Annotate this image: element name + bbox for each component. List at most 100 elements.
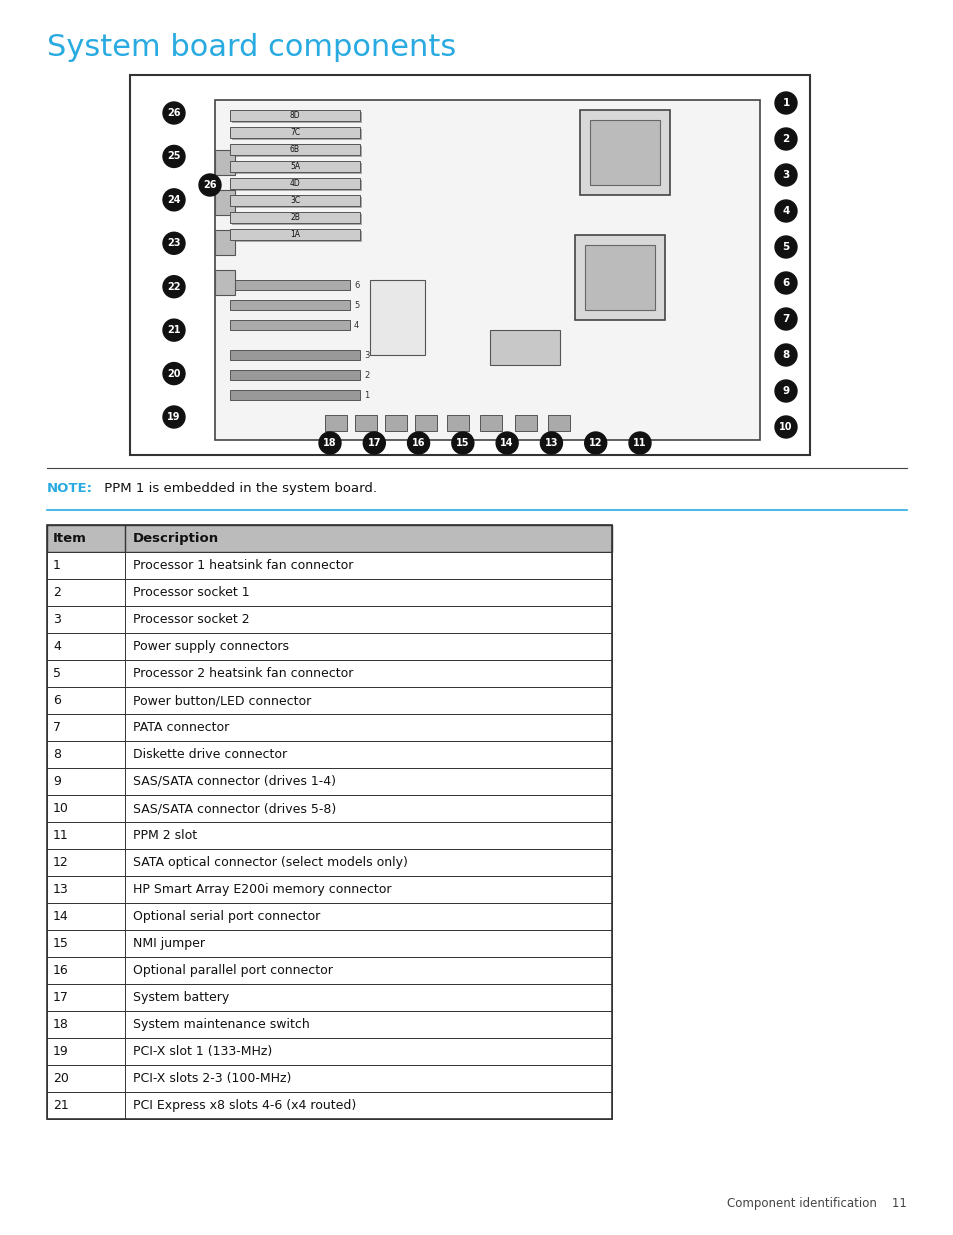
Text: Processor 1 heatsink fan connector: Processor 1 heatsink fan connector xyxy=(132,559,353,572)
Bar xyxy=(230,280,350,290)
Text: PCI Express x8 slots 4-6 (x4 routed): PCI Express x8 slots 4-6 (x4 routed) xyxy=(132,1099,355,1112)
Bar xyxy=(47,1037,612,1065)
Text: 4: 4 xyxy=(53,640,61,653)
Text: System maintenance switch: System maintenance switch xyxy=(132,1018,310,1031)
Text: SAS/SATA connector (drives 1-4): SAS/SATA connector (drives 1-4) xyxy=(132,776,335,788)
Circle shape xyxy=(774,272,796,294)
Bar xyxy=(447,415,469,431)
Text: Diskette drive connector: Diskette drive connector xyxy=(132,748,287,761)
Bar xyxy=(325,415,347,431)
Bar xyxy=(232,180,361,191)
Text: 15: 15 xyxy=(53,937,69,950)
Text: 9: 9 xyxy=(53,776,61,788)
Bar xyxy=(232,214,361,225)
Circle shape xyxy=(539,432,562,454)
Bar xyxy=(355,415,376,431)
Text: 4: 4 xyxy=(354,321,359,330)
Bar xyxy=(230,390,359,400)
Text: 17: 17 xyxy=(53,990,69,1004)
Bar xyxy=(230,350,359,359)
Circle shape xyxy=(774,200,796,222)
Text: 6: 6 xyxy=(354,280,359,289)
Bar xyxy=(47,687,612,714)
Text: 1: 1 xyxy=(53,559,61,572)
Circle shape xyxy=(774,236,796,258)
Circle shape xyxy=(199,174,221,196)
Bar xyxy=(370,280,424,354)
Bar xyxy=(47,659,612,687)
Text: 7C: 7C xyxy=(290,128,300,137)
Circle shape xyxy=(163,189,185,211)
Circle shape xyxy=(496,432,517,454)
Circle shape xyxy=(363,432,385,454)
Text: 8: 8 xyxy=(781,350,789,359)
Text: NMI jumper: NMI jumper xyxy=(132,937,205,950)
Circle shape xyxy=(318,432,340,454)
Text: 14: 14 xyxy=(53,910,69,923)
Text: Processor 2 heatsink fan connector: Processor 2 heatsink fan connector xyxy=(132,667,353,680)
Text: Description: Description xyxy=(132,532,219,545)
Text: 6: 6 xyxy=(53,694,61,706)
Text: 3: 3 xyxy=(364,351,369,359)
Text: 18: 18 xyxy=(53,1018,69,1031)
Bar xyxy=(47,930,612,957)
Bar xyxy=(47,525,612,1119)
Text: PCI-X slot 1 (133-MHz): PCI-X slot 1 (133-MHz) xyxy=(132,1045,272,1058)
Bar xyxy=(47,1065,612,1092)
Text: 12: 12 xyxy=(588,438,602,448)
Text: 15: 15 xyxy=(456,438,469,448)
Text: Optional parallel port connector: Optional parallel port connector xyxy=(132,965,333,977)
Circle shape xyxy=(628,432,650,454)
Text: 2: 2 xyxy=(53,585,61,599)
Bar xyxy=(547,415,569,431)
Text: 5: 5 xyxy=(53,667,61,680)
Bar xyxy=(214,230,234,254)
Circle shape xyxy=(774,380,796,403)
Text: 17: 17 xyxy=(367,438,380,448)
Text: 21: 21 xyxy=(53,1099,69,1112)
Bar xyxy=(47,903,612,930)
Text: 11: 11 xyxy=(633,438,646,448)
Text: 13: 13 xyxy=(53,883,69,897)
Bar xyxy=(214,149,234,175)
Text: 10: 10 xyxy=(779,422,792,432)
Bar xyxy=(47,525,612,552)
Text: Power supply connectors: Power supply connectors xyxy=(132,640,289,653)
Text: 19: 19 xyxy=(53,1045,69,1058)
Text: PATA connector: PATA connector xyxy=(132,721,229,734)
Circle shape xyxy=(584,432,606,454)
Bar xyxy=(230,320,350,330)
Text: 10: 10 xyxy=(53,802,69,815)
Circle shape xyxy=(163,146,185,168)
Circle shape xyxy=(774,416,796,438)
Text: PPM 2 slot: PPM 2 slot xyxy=(132,829,197,842)
Text: 4D: 4D xyxy=(290,179,300,188)
Bar xyxy=(589,120,659,185)
Circle shape xyxy=(452,432,474,454)
Bar xyxy=(515,415,537,431)
Bar xyxy=(230,195,359,206)
Text: 22: 22 xyxy=(167,282,180,291)
Bar xyxy=(230,300,350,310)
Text: 9: 9 xyxy=(781,387,789,396)
Bar xyxy=(214,270,234,295)
Text: 1A: 1A xyxy=(290,230,299,240)
Text: 2: 2 xyxy=(781,135,789,144)
Bar xyxy=(47,741,612,768)
Text: 20: 20 xyxy=(167,368,180,379)
Text: 6B: 6B xyxy=(290,144,299,154)
Text: 26: 26 xyxy=(203,180,216,190)
Text: 2B: 2B xyxy=(290,212,299,222)
Bar xyxy=(214,100,760,440)
Circle shape xyxy=(163,275,185,298)
Text: 20: 20 xyxy=(53,1072,69,1086)
Text: 6: 6 xyxy=(781,278,789,288)
Circle shape xyxy=(774,91,796,114)
Text: Processor socket 2: Processor socket 2 xyxy=(132,613,250,626)
Text: Optional serial port connector: Optional serial port connector xyxy=(132,910,320,923)
Text: HP Smart Array E200i memory connector: HP Smart Array E200i memory connector xyxy=(132,883,391,897)
Circle shape xyxy=(163,319,185,341)
Circle shape xyxy=(774,345,796,366)
Bar xyxy=(47,768,612,795)
Bar xyxy=(232,128,361,140)
